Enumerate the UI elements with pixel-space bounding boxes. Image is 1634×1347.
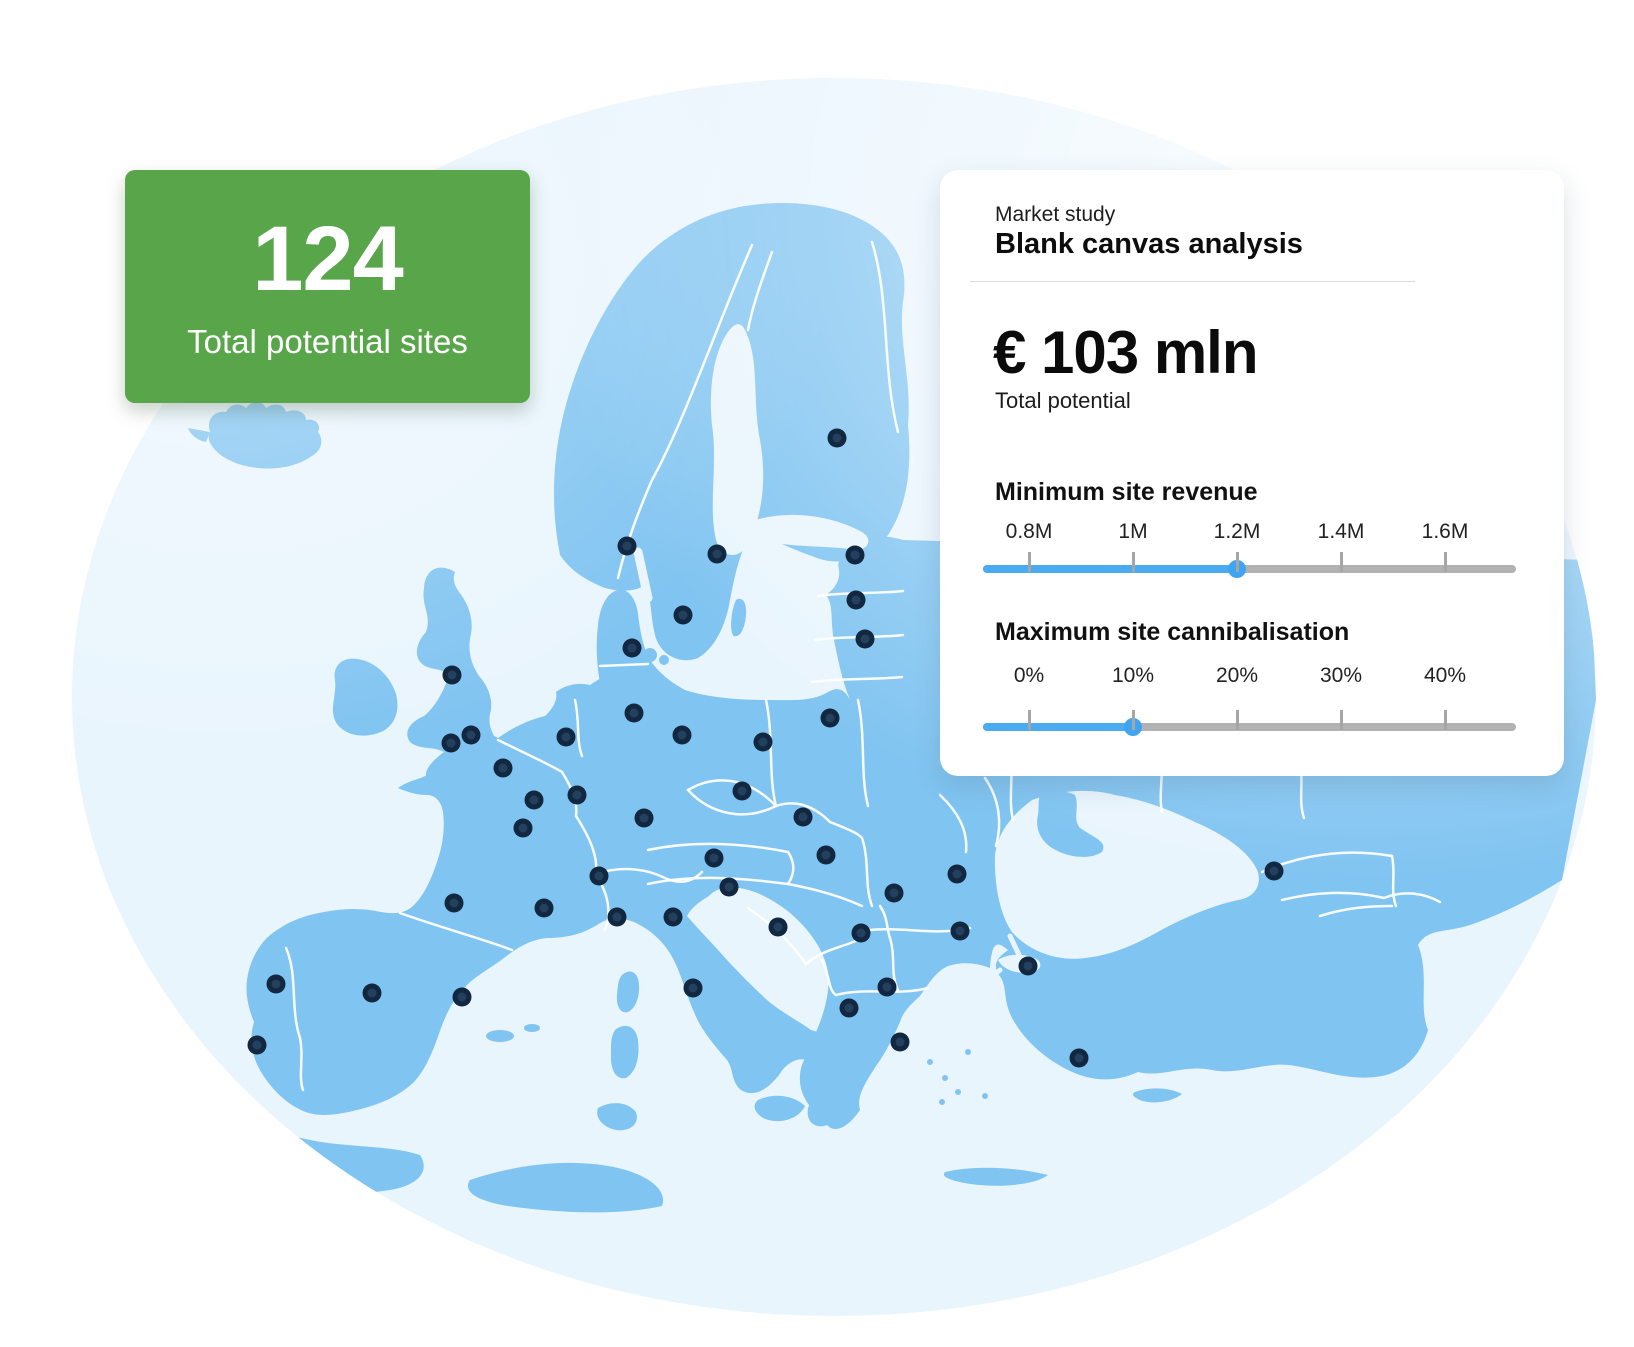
site-marker — [362, 983, 382, 1003]
slider-tick-mark — [1339, 710, 1343, 730]
total-sites-value: 124 — [252, 207, 403, 310]
slider-tick-mark — [1339, 552, 1343, 572]
site-marker — [839, 998, 859, 1018]
site-marker — [634, 808, 654, 828]
site-marker — [816, 845, 836, 865]
slider-tick-label: 30% — [1319, 664, 1363, 687]
site-marker — [567, 785, 587, 805]
site-marker — [513, 818, 533, 838]
site-marker — [683, 978, 703, 998]
slider-tick-label: 1.2M — [1213, 520, 1261, 543]
site-marker — [663, 907, 683, 927]
site-marker — [827, 428, 847, 448]
slider-tick-mark — [1027, 552, 1031, 572]
site-marker — [947, 864, 967, 884]
site-marker — [442, 665, 462, 685]
min-site-revenue-slider[interactable]: 0.8M 1M 1.2M 1.4M 1.6M — [983, 520, 1516, 578]
slider-tick-label: 1M — [1118, 520, 1148, 543]
site-marker — [846, 590, 866, 610]
slider-tick-mark — [1235, 710, 1239, 730]
site-marker — [247, 1035, 267, 1055]
panel-title: Blank canvas analysis — [995, 228, 1303, 260]
panel-divider — [970, 281, 1415, 282]
slider-tick-mark — [1131, 710, 1135, 730]
site-marker — [617, 536, 637, 556]
slider-track-fill — [983, 565, 1237, 573]
site-marker — [793, 807, 813, 827]
site-marker — [452, 987, 472, 1007]
site-markers — [247, 428, 1284, 1068]
site-marker — [890, 1032, 910, 1052]
site-marker — [855, 629, 875, 649]
site-marker — [707, 544, 727, 564]
site-marker — [950, 921, 970, 941]
site-marker — [441, 733, 461, 753]
total-sites-label: Total potential sites — [187, 322, 468, 360]
site-marker — [753, 732, 773, 752]
site-marker — [820, 708, 840, 728]
total-potential-label: Total potential — [995, 388, 1131, 413]
slider-tick-labels: 0.8M 1M 1.2M 1.4M 1.6M — [983, 520, 1516, 546]
site-marker — [768, 917, 788, 937]
slider-tick-label: 1.6M — [1421, 520, 1469, 543]
total-potential-value: € 103 mln — [993, 319, 1258, 386]
site-marker — [1264, 861, 1284, 881]
site-marker — [672, 725, 692, 745]
slider-tick-mark — [1443, 552, 1447, 572]
max-cannibalisation-heading: Maximum site cannibalisation — [995, 618, 1350, 646]
site-marker — [851, 923, 871, 943]
max-cannibalisation-slider[interactable]: 0% 10% 20% 30% 40% — [983, 664, 1516, 736]
site-marker — [607, 907, 627, 927]
site-marker — [1069, 1048, 1089, 1068]
slider-track[interactable] — [983, 710, 1516, 736]
site-marker — [884, 883, 904, 903]
slider-tick-mark — [1235, 552, 1239, 572]
site-marker — [719, 877, 739, 897]
site-marker — [266, 974, 286, 994]
slider-tick-label: 0.8M — [1005, 520, 1053, 543]
slider-tick-labels: 0% 10% 20% 30% 40% — [983, 664, 1516, 690]
slider-tick-label: 40% — [1423, 664, 1467, 687]
slider-track-fill — [983, 723, 1133, 731]
site-marker — [444, 893, 464, 913]
site-marker — [524, 790, 544, 810]
site-marker — [673, 605, 693, 625]
site-marker — [704, 848, 724, 868]
site-marker — [556, 727, 576, 747]
slider-tick-label: 0% — [1013, 664, 1045, 687]
site-marker — [624, 703, 644, 723]
site-marker — [534, 898, 554, 918]
site-marker — [589, 866, 609, 886]
market-study-panel: Market study Blank canvas analysis € 103… — [940, 170, 1564, 776]
slider-track[interactable] — [983, 552, 1516, 578]
slider-tick-label: 10% — [1111, 664, 1155, 687]
slider-tick-mark — [1131, 552, 1135, 572]
slider-tick-mark — [1027, 710, 1031, 730]
site-marker — [1018, 956, 1038, 976]
slider-tick-label: 1.4M — [1317, 520, 1365, 543]
site-marker — [877, 977, 897, 997]
slider-tick-mark — [1443, 710, 1447, 730]
site-marker — [845, 545, 865, 565]
site-marker — [493, 758, 513, 778]
total-sites-card: 124 Total potential sites — [125, 170, 530, 403]
site-marker — [622, 638, 642, 658]
slider-tick-label: 20% — [1215, 664, 1259, 687]
site-marker — [461, 725, 481, 745]
min-site-revenue-heading: Minimum site revenue — [995, 478, 1258, 506]
site-marker — [732, 781, 752, 801]
panel-eyebrow: Market study — [995, 203, 1116, 226]
